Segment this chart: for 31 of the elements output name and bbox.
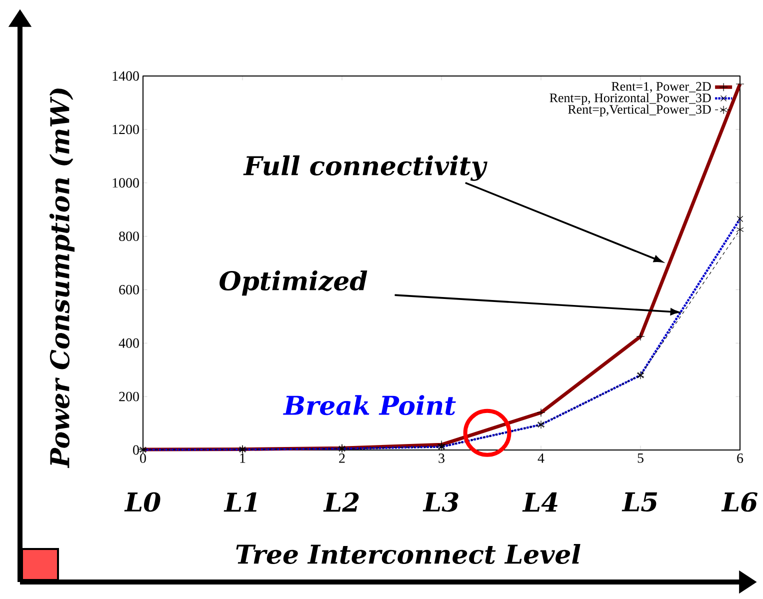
y-tick-label: 0 <box>133 445 139 455</box>
y-tick-label: 400 <box>118 338 139 348</box>
annotation: Optimized <box>220 270 368 296</box>
annotation: Break Point <box>283 395 456 416</box>
y-tick-label: 1200 <box>112 124 139 134</box>
x-tick-label: 2 <box>339 454 345 463</box>
legend-label: Rent=1, Power_2D <box>612 82 711 93</box>
legend-label: Rent=p,Vertical_Power_3D <box>568 104 711 116</box>
y-axis-title: Power Consumption (mW) <box>49 88 75 468</box>
text: L1 <box>224 492 256 512</box>
x-tick-label: 4 <box>538 454 544 463</box>
y-tick-label: 1400 <box>112 71 139 81</box>
y-tick-label: 800 <box>119 232 139 241</box>
x-tick-label: 0 <box>140 454 146 463</box>
y-tick-label: 1000 <box>112 178 139 188</box>
x-tick-label: 3 <box>438 454 444 463</box>
annotation: Full connectivity <box>243 155 488 181</box>
x-tick-label: 5 <box>638 454 644 463</box>
text: L4 <box>522 492 558 512</box>
legend-label: Rent=p, Horizontal_Power_3D <box>550 93 711 105</box>
text: L6 <box>721 492 758 512</box>
text: L5 <box>622 492 658 512</box>
x-tick-label: 6 <box>737 454 744 463</box>
text: L0 <box>124 492 160 512</box>
text: L2 <box>323 492 359 512</box>
point <box>338 446 346 452</box>
x-axis-title: Tree Interconnect Level <box>236 544 580 564</box>
y-tick-label: 600 <box>119 285 139 294</box>
x-tick-label: 1 <box>240 454 246 463</box>
text: L3 <box>422 492 458 512</box>
y-tick-label: 200 <box>119 392 139 402</box>
